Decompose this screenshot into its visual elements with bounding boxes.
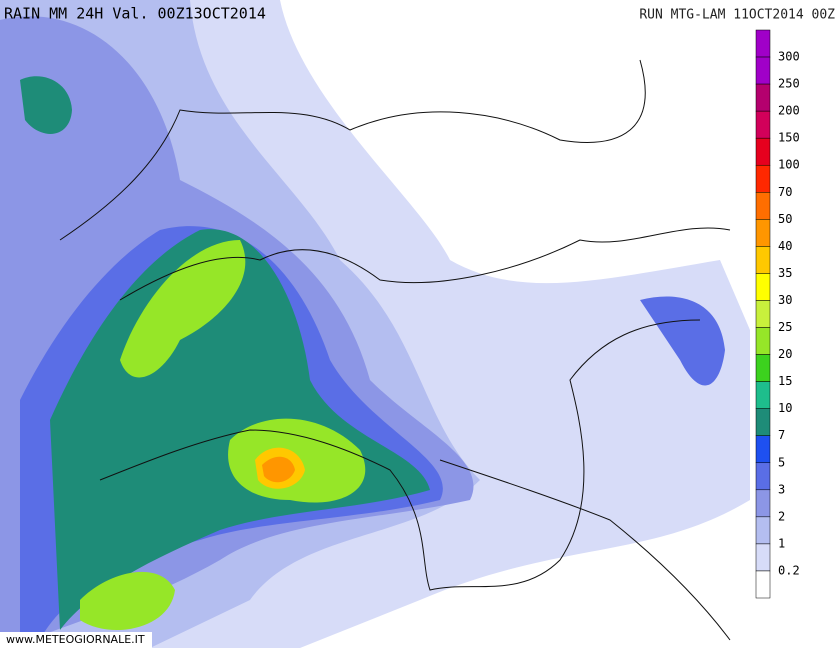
color-legend: 300 250 200 150 100 70 50 40 35 30 25 20 15 10 7 5 3 2 1 0.…	[755, 29, 800, 599]
legend-box	[755, 300, 771, 328]
legend-box	[755, 29, 771, 58]
legend-label: 100	[778, 158, 800, 172]
borders	[59, 59, 731, 641]
legend-label: 3	[778, 482, 785, 496]
border-line	[119, 227, 731, 301]
legend-label: 200	[778, 104, 800, 118]
legend-label: 40	[778, 239, 792, 253]
legend-box	[755, 570, 771, 599]
watermark: www.METEOGIORNALE.IT	[6, 633, 145, 646]
legend-box	[755, 164, 771, 193]
legend-label: 150	[778, 131, 800, 145]
rain-5mm-east	[640, 296, 725, 386]
legend-label: 250	[778, 77, 800, 91]
legend-box	[755, 110, 771, 139]
legend-box	[755, 137, 771, 166]
coast-line	[99, 319, 701, 591]
legend-label: 30	[778, 293, 792, 307]
rain-10mm-north	[20, 76, 72, 134]
rain-50mm	[262, 456, 295, 483]
legend-box	[755, 381, 771, 409]
legend-label: 20	[778, 347, 792, 361]
border-line	[59, 59, 646, 241]
legend-label: 5	[778, 455, 785, 469]
legend-box	[755, 435, 771, 464]
legend-box	[755, 192, 771, 220]
watermark-box	[0, 632, 152, 648]
legend-box	[755, 219, 771, 247]
rain-field	[0, 0, 750, 648]
legend-box	[755, 273, 771, 301]
legend-label: 10	[778, 401, 792, 415]
legend-label: 35	[778, 266, 792, 280]
legend-box	[755, 354, 771, 382]
legend-box	[755, 408, 771, 436]
legend-box	[755, 327, 771, 355]
legend-label: 300	[778, 50, 800, 64]
legend-label: 7	[778, 428, 785, 442]
legend-box	[755, 83, 771, 112]
legend-label: 50	[778, 212, 792, 226]
legend-box	[755, 489, 771, 518]
legend-box	[755, 516, 771, 545]
border-line	[439, 459, 731, 641]
legend-label: 0.2	[778, 563, 800, 577]
run-label: RUN MTG-LAM 11OCT2014 00Z	[639, 8, 835, 23]
legend-box	[755, 462, 771, 491]
map-title: RAIN MM 24H Val. 00Z13OCT2014	[4, 5, 266, 23]
legend-label: 70	[778, 185, 792, 199]
rain-25mm	[80, 240, 366, 630]
legend-label: 2	[778, 509, 785, 523]
legend-box	[755, 543, 771, 572]
legend-label: 1	[778, 536, 785, 550]
legend-label: 25	[778, 320, 792, 334]
legend-box	[755, 246, 771, 274]
legend-box	[755, 56, 771, 85]
legend-label: 15	[778, 374, 792, 388]
